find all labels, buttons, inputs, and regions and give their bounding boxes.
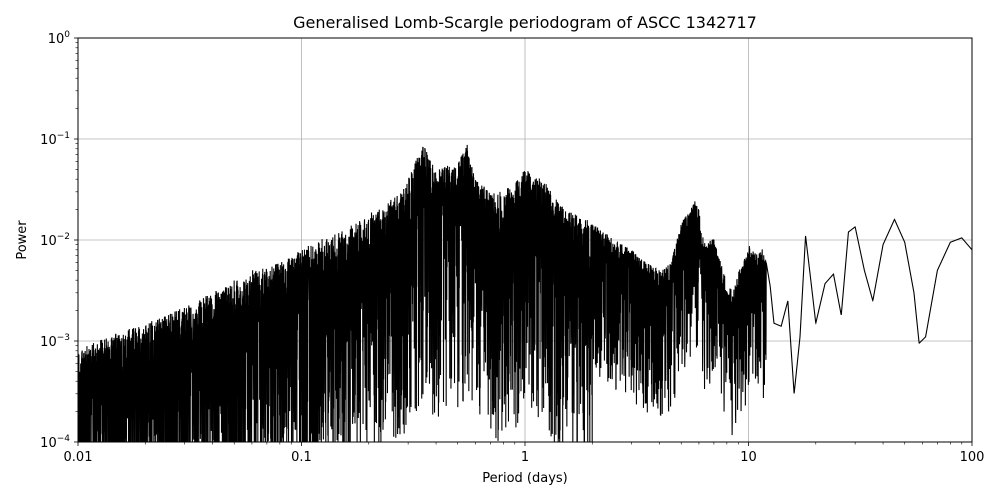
x-axis-label: Period (days)	[482, 471, 568, 486]
periodogram-series	[77, 144, 973, 443]
x-tick-label: 0.1	[291, 450, 312, 465]
x-tick-label: 1	[521, 450, 529, 465]
y-tick-label: 100	[48, 30, 71, 47]
y-tick-label: 10−2	[40, 232, 70, 249]
axis-ticks: 0.01 0.1 1 10 100 10−4 10−3 10−2 10−1 100	[40, 30, 984, 465]
y-tick-label: 10−3	[40, 333, 70, 350]
chart-title: Generalised Lomb-Scargle periodogram of …	[293, 13, 757, 32]
periodogram-line	[77, 144, 973, 443]
y-tick-label: 10−4	[40, 434, 70, 451]
y-tick-label: 10−1	[40, 131, 70, 148]
y-axis-label: Power	[15, 220, 30, 260]
x-tick-label: 10	[740, 450, 757, 465]
x-tick-label: 100	[960, 450, 985, 465]
x-tick-label: 0.01	[64, 450, 93, 465]
